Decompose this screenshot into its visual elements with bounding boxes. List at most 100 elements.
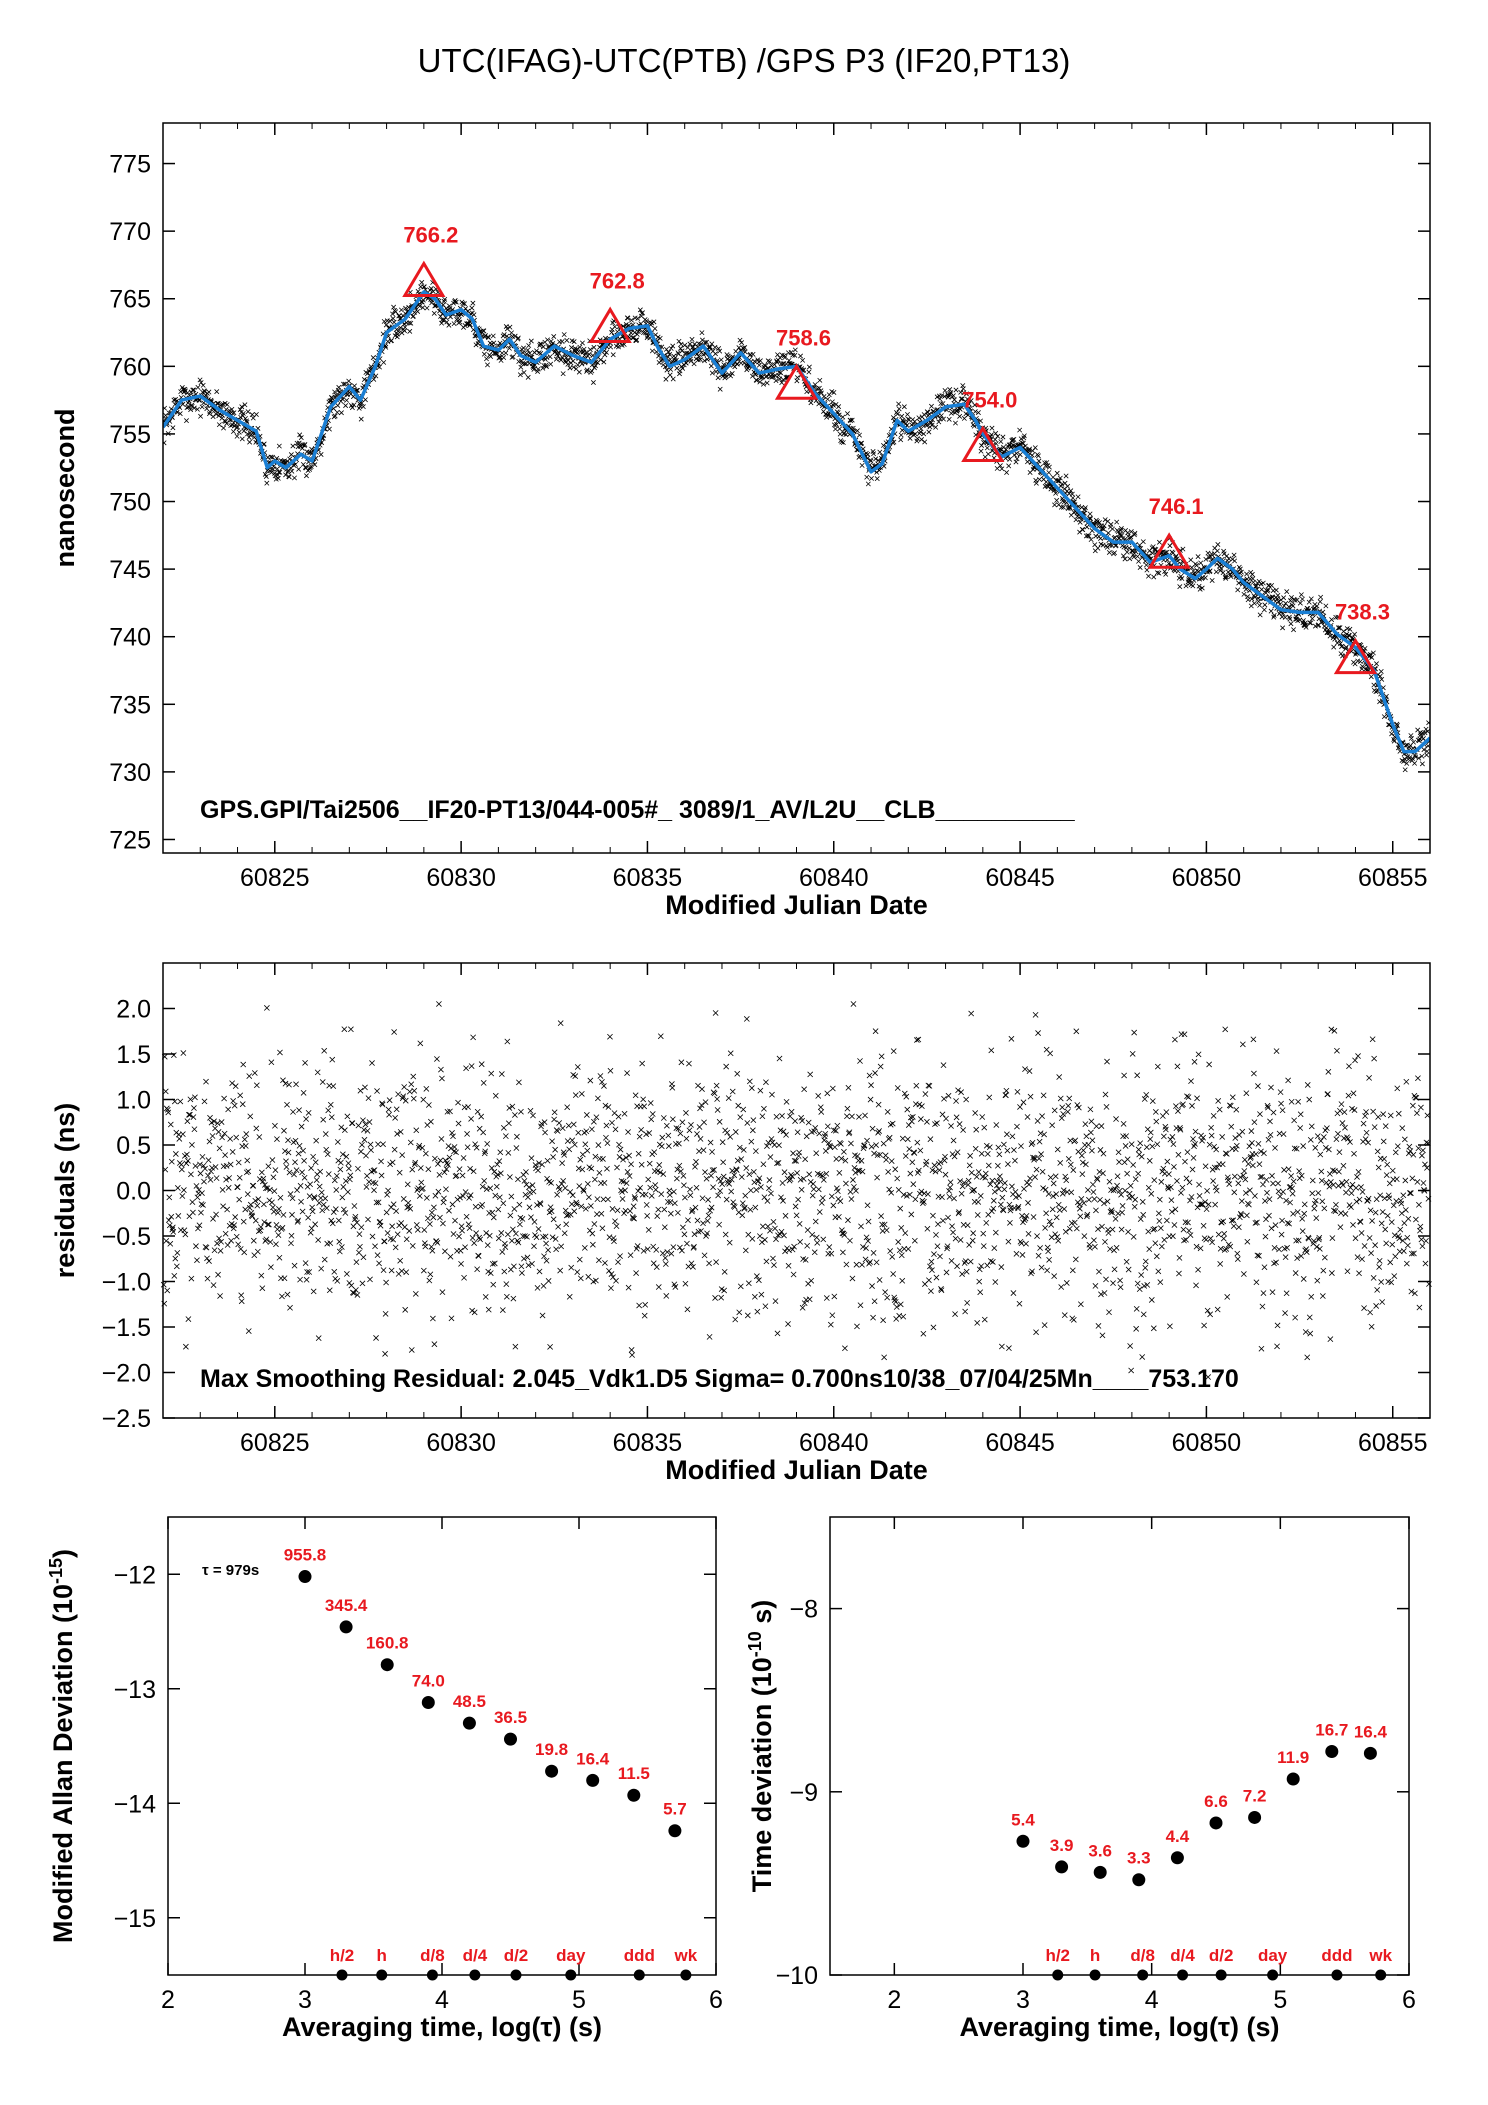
residual-point [662, 1255, 669, 1261]
residual-point [636, 1302, 643, 1309]
data-point [544, 355, 550, 361]
residual-point [1097, 1147, 1104, 1153]
residual-point [620, 1156, 626, 1163]
residual-point [663, 1122, 670, 1129]
residual-point [170, 1229, 177, 1235]
residual-point [1338, 1101, 1345, 1108]
residual-point [649, 1111, 656, 1117]
residual-point [301, 1157, 307, 1164]
y-tick-label: 740 [109, 624, 151, 652]
data-point [906, 417, 912, 423]
data-point [1087, 511, 1093, 517]
data-point [1261, 607, 1267, 613]
residual-point [785, 1321, 791, 1327]
residual-point [438, 1066, 444, 1073]
residual-point [1025, 1230, 1032, 1237]
residual-point [921, 1198, 927, 1205]
data-point [303, 473, 309, 479]
residual-point [1271, 1260, 1277, 1267]
residual-point [934, 1120, 940, 1127]
data-point [365, 371, 370, 377]
residual-point [696, 1124, 703, 1130]
residual-point [1153, 1253, 1160, 1260]
residual-point [564, 1104, 571, 1111]
data-point [1352, 631, 1358, 637]
residual-point [915, 1167, 922, 1174]
residual-point [1027, 1093, 1034, 1100]
residual-point [929, 1167, 936, 1174]
residual-point [280, 1077, 286, 1084]
residual-point [1292, 1270, 1299, 1276]
data-point [421, 284, 427, 290]
data-point [801, 367, 807, 373]
data-point [343, 403, 349, 409]
residual-point [993, 1122, 1000, 1128]
residual-point [844, 1113, 850, 1120]
residual-point [1360, 1120, 1367, 1127]
residual-point [590, 1118, 597, 1125]
residual-point [1306, 1096, 1313, 1103]
residual-point [375, 1141, 381, 1148]
residual-point [526, 1204, 533, 1211]
residual-point [444, 1160, 450, 1166]
residual-point [342, 1178, 349, 1184]
residual-point [1006, 1201, 1013, 1208]
data-point [371, 376, 377, 382]
residual-point [524, 1233, 530, 1240]
residual-point [1257, 1174, 1264, 1180]
residual-point [1056, 1207, 1063, 1214]
residual-point [741, 1205, 748, 1212]
residual-point [1063, 1177, 1070, 1184]
residual-point [327, 1240, 334, 1247]
residual-point [407, 1139, 414, 1146]
residual-point [849, 1113, 855, 1120]
residual-point [428, 1243, 435, 1250]
data-point [236, 429, 242, 435]
residual-point [1148, 1190, 1155, 1197]
data-point [1223, 575, 1229, 581]
residual-point [540, 1283, 547, 1289]
residual-point [1248, 1128, 1255, 1134]
residual-point [933, 1274, 940, 1281]
residual-point [339, 1194, 346, 1201]
residual-point [542, 1129, 548, 1136]
residual-point [1151, 1177, 1158, 1184]
data-point [346, 378, 352, 384]
residual-point [867, 1259, 873, 1265]
residual-point [876, 1277, 883, 1283]
residual-point [607, 1067, 614, 1074]
residual-point [609, 1206, 616, 1212]
marker-label: 762.8 [590, 268, 645, 293]
residual-point [806, 1171, 813, 1178]
data-point [1215, 541, 1221, 547]
residual-point [504, 1038, 511, 1045]
residual-point [759, 1113, 766, 1120]
residual-point [1287, 1199, 1294, 1206]
residual-point [1342, 1124, 1348, 1131]
residual-point [210, 1282, 217, 1288]
data-point [1410, 756, 1415, 762]
residual-point [517, 1221, 523, 1228]
data-point [933, 424, 939, 430]
residual-point [1352, 1235, 1359, 1242]
residual-point [1316, 1245, 1323, 1252]
residual-point [1194, 1204, 1201, 1211]
residual-point [1009, 1133, 1016, 1140]
residual-point [1284, 1220, 1291, 1226]
residual-point [1278, 1231, 1285, 1238]
residual-point [802, 1156, 809, 1163]
marker-label: 754.0 [962, 387, 1017, 412]
residual-point [299, 1208, 306, 1215]
residual-point [770, 1255, 776, 1262]
residual-point [1202, 1199, 1208, 1205]
residual-point [838, 1155, 845, 1162]
residual-point [911, 1150, 918, 1156]
residual-point [1084, 1211, 1091, 1218]
residual-point [360, 1117, 366, 1124]
residual-point [351, 1290, 357, 1296]
residual-point [296, 1142, 303, 1149]
data-point [1013, 459, 1019, 465]
residual-point [1098, 1291, 1104, 1298]
residual-point [689, 1206, 696, 1213]
data-point [601, 359, 607, 365]
